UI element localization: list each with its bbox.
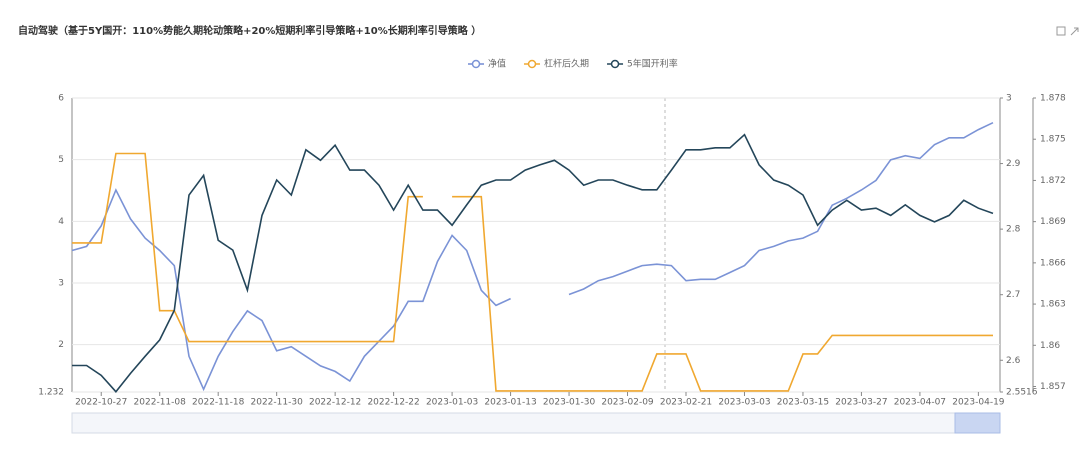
zoom-track[interactable] bbox=[71, 412, 1001, 434]
y-tick-label: 3 bbox=[58, 278, 64, 288]
y-tick-label: 1.232 bbox=[38, 388, 64, 398]
legend-label: 杠杆后久期 bbox=[544, 58, 589, 70]
y3-tick-label: 1.875 bbox=[1040, 135, 1066, 145]
y3-tick-label: 1.857 bbox=[1040, 382, 1066, 392]
legend-marker bbox=[610, 59, 620, 69]
y-tick-label: 5 bbox=[58, 155, 64, 165]
x-tick-label: 2023-02-09 bbox=[601, 398, 654, 408]
legend: 净值 杠杆后久期 5年国开利率 bbox=[468, 58, 678, 70]
save-icon[interactable] bbox=[1056, 26, 1066, 36]
series-line bbox=[71, 121, 994, 392]
y2-tick-label: 2.6 bbox=[1006, 356, 1021, 366]
y-tick-label: 4 bbox=[58, 217, 64, 227]
y-tick-label: 6 bbox=[58, 94, 64, 104]
y2-tick-label: 3 bbox=[1006, 94, 1012, 104]
y3-tick-label: 1.866 bbox=[1040, 258, 1066, 268]
x-tick-label: 2023-04-07 bbox=[894, 398, 946, 408]
y3-tick-label: 1.872 bbox=[1040, 176, 1066, 186]
legend-label: 5年国开利率 bbox=[627, 58, 678, 70]
x-tick-label: 2022-12-22 bbox=[367, 398, 419, 408]
x-tick-label: 2023-01-30 bbox=[543, 398, 596, 408]
x-tick-label: 2022-11-30 bbox=[251, 398, 304, 408]
x-tick-label: 2023-03-15 bbox=[777, 398, 829, 408]
zoom-icon[interactable] bbox=[1070, 27, 1079, 36]
x-tick-label: 2022-11-08 bbox=[134, 398, 187, 408]
toolbox[interactable] bbox=[1056, 26, 1079, 36]
series-line bbox=[72, 152, 993, 392]
x-tick-label: 2023-02-21 bbox=[660, 398, 712, 408]
y2-tick-label: 2.9 bbox=[1006, 159, 1021, 169]
y2-tick-label: 2.8 bbox=[1006, 225, 1021, 235]
y3-tick-label: 1.863 bbox=[1040, 300, 1066, 310]
series-line bbox=[72, 133, 994, 393]
y3-tick-label: 1.869 bbox=[1040, 217, 1066, 227]
data-zoom[interactable] bbox=[71, 412, 1001, 434]
y2-tick-label: 2.7 bbox=[1006, 290, 1020, 300]
x-tick-label: 2023-03-27 bbox=[835, 398, 887, 408]
x-tick-label: 2023-03-03 bbox=[718, 398, 770, 408]
y2-tick-label: 2.5516 bbox=[1006, 388, 1038, 398]
legend-label: 净值 bbox=[488, 58, 506, 70]
y3-tick-label: 1.86 bbox=[1040, 341, 1060, 351]
zoom-window[interactable] bbox=[954, 412, 1001, 434]
x-tick-label: 2022-11-18 bbox=[192, 398, 245, 408]
chart-title: 自动驾驶（基于5Y国开：110%势能久期轮动策略+20%短期利率引导策略+10%… bbox=[18, 24, 481, 37]
x-tick-label: 2022-12-12 bbox=[309, 398, 361, 408]
y3-tick-label: 1.878 bbox=[1040, 94, 1066, 104]
x-tick-label: 2023-04-19 bbox=[952, 398, 1005, 408]
y-tick-label: 2 bbox=[58, 340, 64, 350]
legend-marker bbox=[527, 59, 537, 69]
legend-marker bbox=[471, 59, 481, 69]
x-tick-label: 2023-01-03 bbox=[426, 398, 478, 408]
x-tick-label: 2022-10-27 bbox=[75, 398, 127, 408]
x-tick-label: 2023-01-13 bbox=[484, 398, 536, 408]
